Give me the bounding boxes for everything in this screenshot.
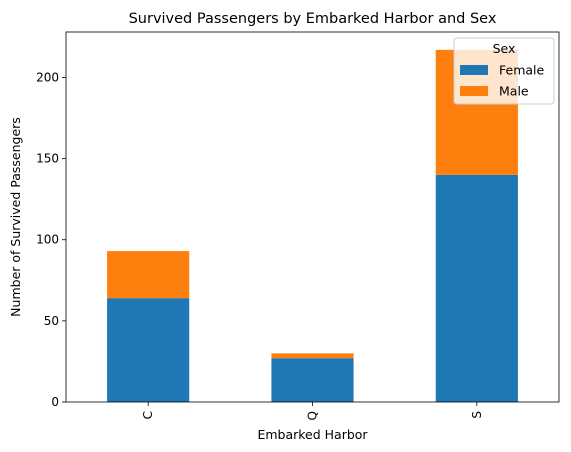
y-tick-label: 150 <box>36 152 59 166</box>
legend: Sex Female Male <box>453 37 555 105</box>
bar-female-q <box>271 358 354 402</box>
y-axis: 0 50 100 150 200 <box>36 70 66 409</box>
legend-title: Sex <box>493 41 516 56</box>
legend-swatch-male <box>460 86 488 96</box>
bar-male-c <box>107 251 190 299</box>
y-tick-label: 50 <box>44 314 59 328</box>
legend-label-female: Female <box>499 63 545 78</box>
legend-label-male: Male <box>499 84 529 99</box>
x-tick-label: S <box>470 411 484 419</box>
bar-female-c <box>107 298 190 402</box>
legend-items: Female Male <box>460 63 545 99</box>
x-tick-label: Q <box>306 411 320 420</box>
legend-swatch-female <box>460 65 488 75</box>
x-axis-label: Embarked Harbor <box>257 427 368 442</box>
y-tick-label: 0 <box>51 395 59 409</box>
chart-title: Survived Passengers by Embarked Harbor a… <box>129 11 497 27</box>
bar-male-q <box>271 353 354 359</box>
y-tick-label: 200 <box>36 70 59 84</box>
bar-female-s <box>435 174 518 402</box>
y-tick-label: 100 <box>36 233 59 247</box>
y-axis-label: Number of Survived Passengers <box>8 117 23 317</box>
x-tick-label: C <box>141 411 155 419</box>
